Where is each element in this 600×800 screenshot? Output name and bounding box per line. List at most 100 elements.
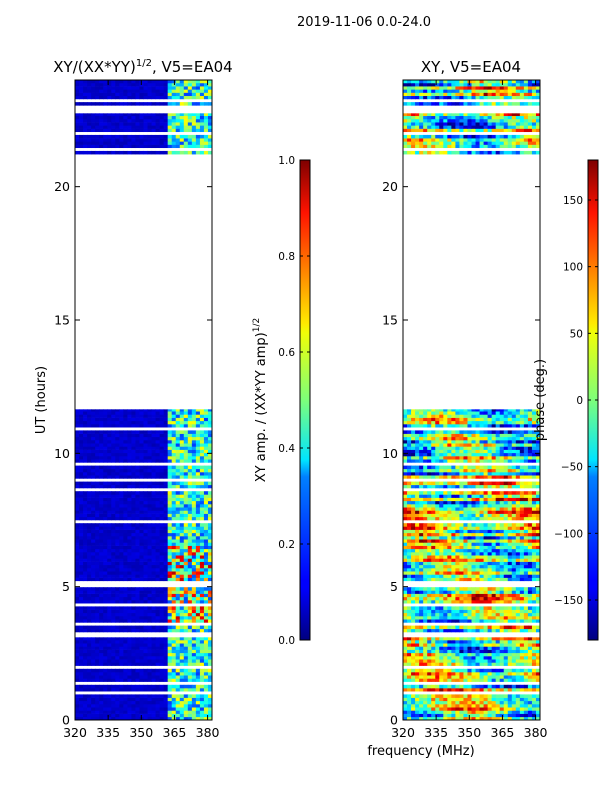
phase-cell (523, 649, 529, 654)
amplitude-cell (175, 684, 181, 689)
phase-cell (483, 675, 489, 679)
amplitude-cell (135, 548, 140, 553)
phase-cell (419, 659, 424, 663)
amplitude-cell (203, 468, 209, 473)
amplitude-cell (127, 542, 132, 546)
amplitude-cell (147, 675, 153, 679)
amplitude-cell (203, 672, 209, 676)
phase-cell (503, 590, 509, 594)
amplitude-cell (87, 568, 92, 572)
amplitude-cell (83, 443, 88, 447)
phase-cell (527, 652, 533, 657)
amplitude-cell (155, 465, 161, 470)
amplitude-cell (147, 707, 153, 711)
amplitude-cell (187, 420, 193, 425)
amplitude-cell (127, 95, 132, 100)
amplitude-cell (83, 688, 88, 692)
amplitude-cell (107, 619, 112, 623)
amplitude-cell (163, 606, 169, 610)
amplitude-cell (203, 558, 209, 562)
amplitude-cell (127, 113, 132, 117)
amplitude-cell (199, 122, 205, 126)
phase-cell (491, 564, 497, 569)
phase-cell (491, 561, 497, 566)
amplitude-cell (111, 500, 116, 505)
phase-cell (527, 596, 533, 601)
phase-cell (455, 678, 460, 682)
amplitude-cell (159, 414, 165, 418)
amplitude-cell (179, 417, 185, 422)
amplitude-cell (75, 700, 80, 705)
phase-cell (479, 616, 485, 620)
amplitude-cell (107, 678, 112, 682)
amplitude-cell (99, 587, 104, 591)
phase-cell (507, 593, 513, 598)
amplitude-cell (195, 539, 201, 543)
amplitude-cell (99, 672, 104, 676)
phase-cell (491, 640, 497, 644)
amplitude-cell (147, 411, 153, 415)
amplitude-cell (95, 555, 100, 559)
amplitude-cell (131, 481, 136, 486)
amplitude-cell (195, 646, 201, 650)
amplitude-cell (151, 113, 157, 117)
amplitude-cell (199, 86, 205, 90)
amplitude-cell (155, 707, 161, 711)
amplitude-cell (135, 115, 140, 120)
amplitude-cell (207, 128, 212, 133)
amplitude-cell (95, 688, 100, 692)
amplitude-cell (143, 516, 149, 521)
amplitude-cell (79, 414, 84, 418)
amplitude-cell (75, 606, 80, 610)
phase-cell (491, 672, 497, 676)
phase-cell (527, 628, 533, 633)
amplitude-cell (75, 593, 80, 598)
amplitude-cell (163, 507, 169, 511)
amplitude-cell (183, 150, 189, 155)
phase-cell (527, 659, 533, 663)
amplitude-cell (175, 494, 181, 498)
phase-cell (463, 628, 468, 633)
amplitude-cell (203, 504, 209, 508)
phase-cell (435, 637, 440, 641)
amplitude-cell (79, 625, 84, 630)
phase-cell (411, 668, 416, 673)
phase-cell (499, 707, 505, 711)
amplitude-cell (187, 649, 193, 654)
phase-cell (443, 616, 448, 620)
amplitude-cell (123, 662, 128, 666)
amplitude-cell (163, 122, 169, 126)
phase-cell (523, 640, 529, 644)
amplitude-cell (207, 704, 212, 708)
phase-cell (483, 652, 489, 657)
amplitude-cell (119, 144, 124, 149)
phase-cell (443, 707, 448, 711)
amplitude-cell (139, 571, 144, 575)
amplitude-cell (75, 433, 80, 438)
amplitude-cell (155, 646, 161, 650)
amplitude-cell (123, 564, 128, 569)
phase-cell (411, 656, 416, 660)
phase-cell (455, 574, 460, 578)
amplitude-cell (139, 443, 144, 447)
amplitude-cell (115, 656, 120, 660)
amplitude-cell (75, 102, 80, 106)
amplitude-cell (207, 507, 212, 511)
phase-cell (467, 609, 472, 614)
phase-cell (511, 694, 517, 698)
amplitude-cell (79, 510, 84, 514)
amplitude-cell (203, 716, 209, 720)
amplitude-cell (203, 668, 209, 673)
amplitude-cell (203, 118, 209, 123)
amplitude-cell (99, 456, 104, 460)
phase-cell (411, 659, 416, 663)
amplitude-cell (131, 716, 136, 720)
amplitude-cell (99, 504, 104, 508)
amplitude-cell (207, 555, 212, 559)
phase-cell (507, 716, 513, 720)
amplitude-cell (175, 571, 181, 575)
phase-cell (491, 694, 497, 698)
phase-cell (495, 593, 501, 598)
phase-cell (519, 675, 525, 679)
phase-cell (411, 619, 416, 623)
